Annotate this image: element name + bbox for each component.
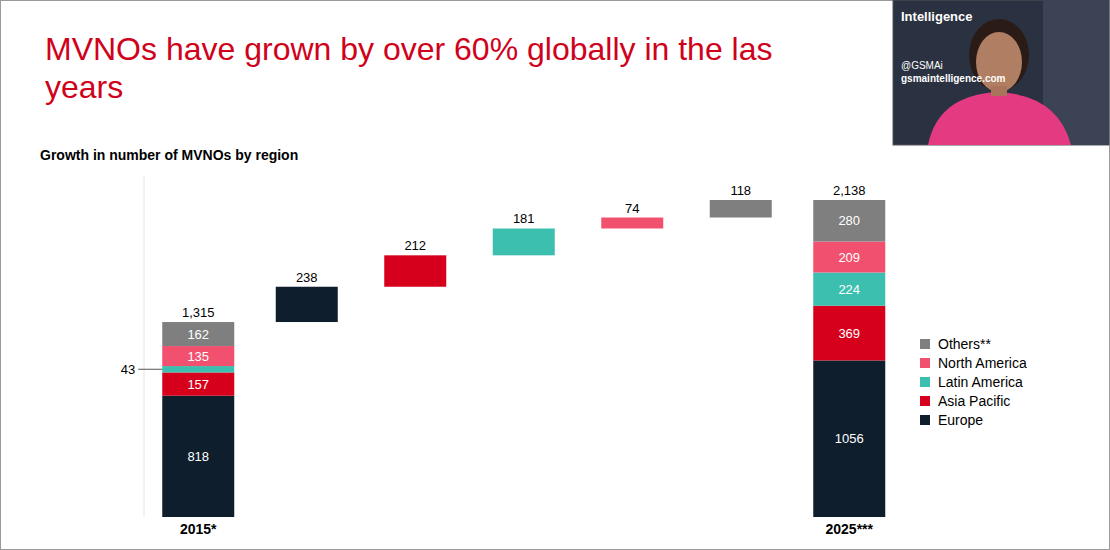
data-label: 209 xyxy=(838,250,860,265)
legend: Others** North America Latin America Asia P… xyxy=(920,336,1027,428)
stack-segment xyxy=(162,372,234,395)
title-line: MVNOs have grown by over 60% globally in… xyxy=(45,31,772,67)
y-axis-line xyxy=(144,176,145,517)
webcam-handle: @GSMAi xyxy=(901,60,943,71)
webcam-overlay: Intelligence @GSMAi gsmaintelligence.com xyxy=(893,0,1109,145)
legend-label: Asia Pacific xyxy=(938,393,1010,409)
category-label: 2015* xyxy=(180,521,217,537)
total-label: 2,138 xyxy=(833,183,866,198)
person-body xyxy=(928,92,1071,145)
stack-segment xyxy=(162,366,234,372)
chart-root: Intelligence @GSMAi gsmaintelligence.com MV… xyxy=(0,0,1110,550)
data-label: 181 xyxy=(513,211,535,226)
marks xyxy=(162,200,885,517)
data-label: 43 xyxy=(121,362,135,377)
stack-segment xyxy=(162,322,234,346)
data-label: 224 xyxy=(838,282,860,297)
legend-label: Latin America xyxy=(938,374,1023,390)
legend-swatch xyxy=(920,339,930,349)
data-label: 118 xyxy=(730,183,751,198)
page-frame xyxy=(1,1,1110,550)
increment-bar xyxy=(276,287,338,322)
data-label: 369 xyxy=(838,326,860,341)
category-label: 2025*** xyxy=(826,521,874,537)
data-label: 238 xyxy=(296,270,318,285)
data-label: 818 xyxy=(187,449,209,464)
legend-swatch xyxy=(920,358,930,368)
person-neck xyxy=(991,86,1007,96)
data-label: 157 xyxy=(187,377,209,392)
data-label: 1056 xyxy=(835,431,864,446)
subtitle: Growth in number of MVNOs by region xyxy=(40,147,298,163)
title: MVNOs have grown by over 60% globally in… xyxy=(45,31,772,105)
data-label: 162 xyxy=(187,327,209,342)
data-label: 135 xyxy=(187,349,209,364)
increment-bar xyxy=(710,200,772,217)
data-label: 212 xyxy=(404,238,426,253)
legend-label: Europe xyxy=(938,412,983,428)
stack-segment xyxy=(813,360,885,517)
legend-swatch xyxy=(920,377,930,387)
legend-label: Others** xyxy=(938,336,991,352)
stack-segment xyxy=(162,346,234,366)
leader-line xyxy=(138,369,162,370)
stack-segment xyxy=(162,396,234,517)
data-label: 74 xyxy=(625,201,639,216)
legend-swatch xyxy=(920,415,930,425)
legend-label: North America xyxy=(938,355,1027,371)
webcam-frame xyxy=(893,0,1109,145)
webcam-background xyxy=(893,0,1109,145)
data-label: 280 xyxy=(838,213,860,228)
increment-bar xyxy=(601,218,663,229)
title-line: years xyxy=(45,69,123,105)
labels: 818 157 43 135 162 1,315 2015* 238 212 181 74 118 10… xyxy=(121,183,874,537)
webcam-site: gsmaintelligence.com xyxy=(901,73,1006,84)
stack-segment xyxy=(813,200,885,242)
increment-bar xyxy=(384,255,446,286)
stack-segment xyxy=(813,306,885,361)
total-label: 1,315 xyxy=(182,305,215,320)
legend-swatch xyxy=(920,396,930,406)
stack-segment xyxy=(813,273,885,306)
stack-segment xyxy=(813,242,885,273)
webcam-brand: Intelligence xyxy=(901,9,973,24)
increment-bar xyxy=(493,228,555,255)
